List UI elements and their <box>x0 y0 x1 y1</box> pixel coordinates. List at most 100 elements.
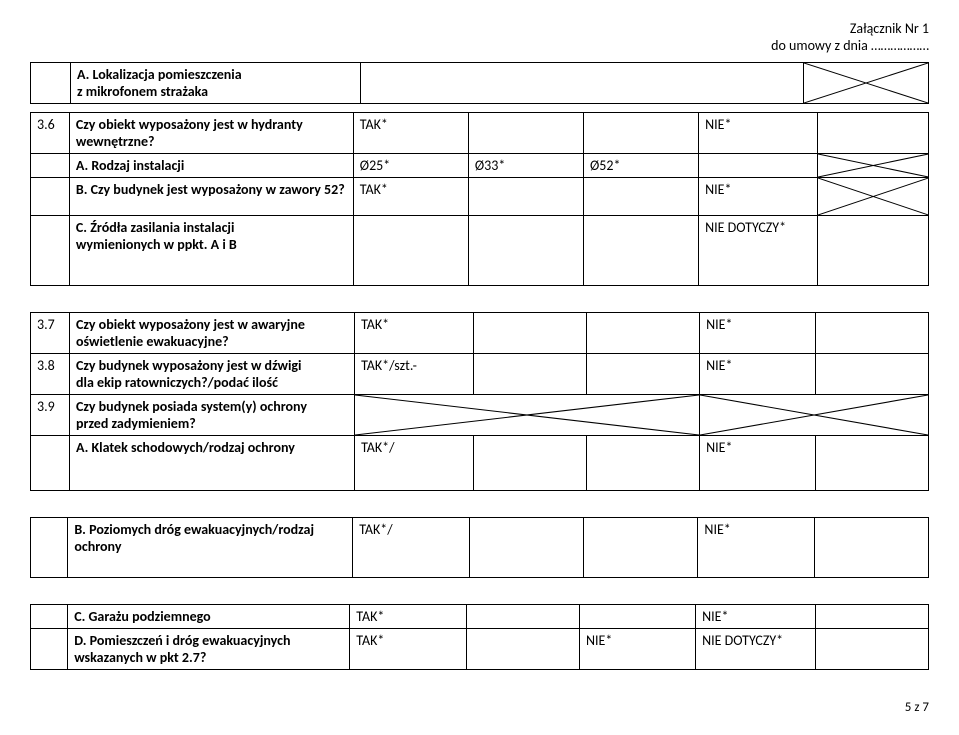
cell <box>579 605 695 629</box>
cell-cross <box>817 178 928 216</box>
cell: TAK* <box>350 629 466 670</box>
label-text: Klatek schodowych/rodzaj ochrony <box>92 439 295 456</box>
label-text: Pomieszczeń i dróg ewakuacyjnych wskazan… <box>74 632 290 666</box>
cell <box>815 436 928 491</box>
cell: NIE* <box>699 113 817 154</box>
table-row: C. Garażu podziemnego TAK* NIE* <box>31 605 929 629</box>
cell <box>470 518 584 578</box>
cell <box>587 436 700 491</box>
cell-label: C. Źródła zasilania instalacji wymienion… <box>69 216 353 286</box>
table-block1: A. Lokalizacja pomieszczenia z mikrofone… <box>30 62 929 104</box>
page-footer: 5 z 7 <box>30 700 929 715</box>
cell-num <box>31 216 70 286</box>
table-block2: 3.6 Czy obiekt wyposażony jest w hydrant… <box>30 112 929 286</box>
cell: NIE DOTYCZY* <box>699 216 817 286</box>
letter: B. <box>74 521 86 538</box>
cell <box>587 354 700 395</box>
cell <box>817 216 928 286</box>
cell-label: Czy obiekt wyposażony jest w hydranty we… <box>69 113 353 154</box>
cell: Ø52* <box>583 154 698 178</box>
letter: C. <box>74 608 85 625</box>
cell-num: 3.9 <box>31 395 70 436</box>
cell-num <box>31 629 68 670</box>
letter: A. <box>76 439 88 456</box>
letter: D. <box>74 632 86 649</box>
table-row: 3.7 Czy obiekt wyposażony jest w awaryjn… <box>31 313 929 354</box>
label-text: Czy budynek jest wyposażony w zawory 52? <box>91 181 345 198</box>
header-attachment: Załącznik Nr 1 do umowy z dnia ……………… <box>30 20 929 54</box>
letter: C. <box>76 219 87 236</box>
cell <box>815 354 928 395</box>
cell-label: A. Rodzaj instalacji <box>69 154 353 178</box>
cell <box>699 154 817 178</box>
cell <box>468 113 583 154</box>
cell <box>584 518 698 578</box>
cell-label: A. Lokalizacja pomieszczenia z mikrofone… <box>71 63 361 104</box>
cell <box>474 354 587 395</box>
cell-label: C. Garażu podziemnego <box>68 605 350 629</box>
table-row: 3.8 Czy budynek wyposażony jest w dźwigi… <box>31 354 929 395</box>
table-row: A. Klatek schodowych/rodzaj ochrony TAK*… <box>31 436 929 491</box>
cell-label: B. Poziomych dróg ewakuacyjnych/rodzaj o… <box>68 518 353 578</box>
cell: NIE* <box>579 629 695 670</box>
cell-num <box>31 178 70 216</box>
cell: TAK*/ <box>353 518 470 578</box>
cell <box>815 605 928 629</box>
cell: TAK*/szt.- <box>355 354 474 395</box>
table-block4: B. Poziomych dróg ewakuacyjnych/rodzaj o… <box>30 517 929 578</box>
cell-num <box>31 154 70 178</box>
cell <box>583 178 698 216</box>
cell: NIE* <box>696 605 815 629</box>
cell-num: 3.7 <box>31 313 70 354</box>
cell: NIE* <box>700 436 816 491</box>
label-text: Lokalizacja pomieszczenia z mikrofonem s… <box>77 66 242 100</box>
cell-merged <box>361 63 804 104</box>
cell: Ø33* <box>468 154 583 178</box>
header-line2: do umowy z dnia ……………… <box>30 37 929 54</box>
cell: NIE* <box>698 518 815 578</box>
cell-num <box>31 63 71 104</box>
cell: TAK*/ <box>355 436 474 491</box>
label-text: Źródła zasilania instalacji wymienionych… <box>76 219 237 253</box>
cell <box>468 178 583 216</box>
table-row: 3.9 Czy budynek posiada system(y) ochron… <box>31 395 929 436</box>
cell-label: B. Czy budynek jest wyposażony w zawory … <box>69 178 353 216</box>
cell <box>815 629 928 670</box>
cell: TAK* <box>353 113 468 154</box>
cell-label: Czy budynek posiada system(y) ochrony pr… <box>70 395 355 436</box>
cell: NIE DOTYCZY* <box>696 629 815 670</box>
cell <box>474 313 587 354</box>
cell: TAK* <box>355 313 474 354</box>
cell-cross <box>804 63 929 104</box>
table-row: B. Czy budynek jest wyposażony w zawory … <box>31 178 929 216</box>
letter: A. <box>76 157 88 174</box>
cell: TAK* <box>350 605 466 629</box>
cell: Ø25* <box>353 154 468 178</box>
letter: A. <box>77 66 89 83</box>
table-row: 3.6 Czy obiekt wyposażony jest w hydrant… <box>31 113 929 154</box>
cell <box>587 313 700 354</box>
cell-label: A. Klatek schodowych/rodzaj ochrony <box>70 436 355 491</box>
cell-cross <box>700 395 929 436</box>
cell-num <box>31 518 68 578</box>
cell <box>814 518 928 578</box>
cell <box>466 629 579 670</box>
cell-num: 3.6 <box>31 113 70 154</box>
cell <box>474 436 587 491</box>
label-text: Garażu podziemnego <box>89 608 211 625</box>
cell-num <box>31 436 70 491</box>
cell <box>583 113 698 154</box>
cell-cross <box>355 395 700 436</box>
table-row: A. Rodzaj instalacji Ø25* Ø33* Ø52* <box>31 154 929 178</box>
cell <box>468 216 583 286</box>
cell <box>466 605 579 629</box>
cell <box>817 113 928 154</box>
cell <box>353 216 468 286</box>
letter: B. <box>76 181 88 198</box>
cell-label: Czy obiekt wyposażony jest w awaryjne oś… <box>70 313 355 354</box>
cell-num: 3.8 <box>31 354 70 395</box>
cell <box>583 216 698 286</box>
label-text: Rodzaj instalacji <box>91 157 184 174</box>
table-row: A. Lokalizacja pomieszczenia z mikrofone… <box>31 63 929 104</box>
cell-cross <box>817 154 928 178</box>
